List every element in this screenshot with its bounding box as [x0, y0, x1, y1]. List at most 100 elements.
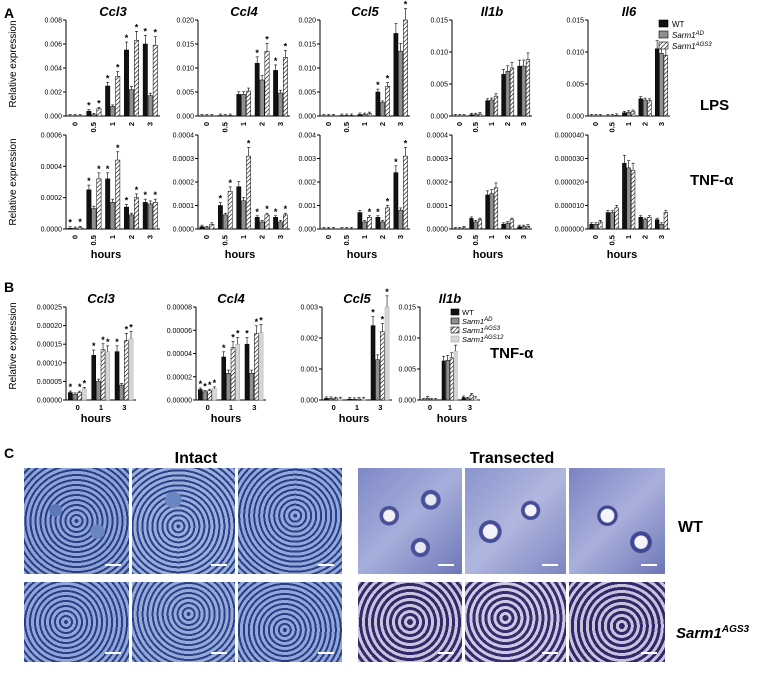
b-ccl5-ytick-label: 0.002: [300, 336, 318, 343]
micrograph-intact-wt-2: [132, 468, 235, 574]
a-tnf-il6-bar: [654, 219, 660, 230]
b-ccl3-significance-star: *: [69, 382, 73, 392]
a-lps-il6-xtick-label: 3: [657, 122, 666, 126]
a-lps-il1b-bar: [477, 113, 483, 117]
a-lps-il1b-ytick-label: 0.015: [430, 18, 448, 25]
a-tnf-ccl4-significance-star: *: [255, 207, 259, 217]
a-lps-il6-xtick-label: 0: [591, 122, 600, 126]
b-ccl3-bar: [82, 388, 87, 401]
y-axis-label-b: Relative expression: [8, 302, 19, 389]
a-tnf-il6-bar: [642, 219, 648, 230]
a-lps-ccl4-bar: [241, 94, 247, 117]
a-lps-ccl4-significance-star: *: [265, 34, 269, 44]
b-ccl4-bar: [207, 390, 212, 401]
hours-label-a4: hours: [473, 249, 504, 261]
hours-label-a1: hours: [91, 249, 122, 261]
b-ccl3-title: Ccl3: [87, 291, 115, 306]
a-lps-ccl3-ytick-label: 0.002: [44, 90, 62, 97]
b-ccl3-bar: [105, 351, 110, 401]
a-tnf-il6-bar: [647, 217, 652, 230]
a-lps-il1b-xtick-label: 2: [503, 122, 512, 126]
a-lps-ccl3-bar: [115, 76, 121, 117]
a-tnf-ccl3-significance-star: *: [106, 164, 110, 174]
a-tnf-ccl3-significance-star: *: [87, 176, 91, 186]
a-lps-ccl5-bar: [398, 50, 404, 117]
scale-bar: [542, 564, 558, 566]
a-lps-il1b-bar: [505, 70, 510, 117]
a-tnf-ccl5-xtick-label: 0: [324, 235, 333, 239]
condition-label-tnf-a: TNF-α: [690, 172, 734, 189]
b-ccl4-bar: [198, 389, 203, 401]
a-tnf-ccl4-xtick-label: 0: [202, 235, 211, 239]
b-ccl5-bar: [347, 398, 352, 401]
a-tnf-ccl4-ytick-label: 0.0000: [173, 227, 195, 234]
a-lps-ccl3-xtick-label: 0.5: [89, 122, 98, 132]
b-ccl5-significance-star: *: [371, 308, 375, 318]
b-ccl5-significance-star: *: [381, 315, 385, 325]
micrograph-intact-wt-3: [238, 468, 342, 574]
b-ccl5-bar: [380, 331, 385, 401]
a-lps-il6-bar: [642, 99, 648, 117]
a-lps-ccl3-significance-star: *: [135, 22, 139, 32]
a-tnf-il6-ytick-label: 0.000020: [555, 180, 584, 187]
a-tnf-ccl3-bar: [91, 208, 97, 230]
a-lps-ccl5-bar: [403, 19, 408, 117]
b-ccl4-bar: [230, 347, 236, 401]
a-lps-ccl3-significance-star: *: [97, 98, 101, 108]
scale-bar: [105, 652, 121, 654]
hours-label-b4: hours: [437, 413, 468, 425]
a-lps-ccl4-bar: [254, 62, 260, 117]
a-lps-ccl5-xtick-label: 0: [324, 122, 333, 126]
a-tnf-ccl3-bar: [147, 203, 153, 230]
a-tnf-il1b-bar: [485, 194, 490, 230]
a-lps-ccl5-bar: [393, 33, 399, 117]
a-lps-ccl3-bar: [105, 85, 111, 117]
a-lps-ccl4-bar: [273, 70, 278, 117]
a-tnf-il1b-xtick-label: 1: [487, 235, 496, 239]
a-lps-ccl5-bar: [380, 102, 386, 117]
b-ccl4-ytick-label: 0.00006: [167, 328, 192, 335]
a-tnf-ccl3-xtick-label: 2: [127, 235, 136, 239]
micrograph-transected-wt-1: [358, 468, 462, 574]
b-ccl4-bar: [249, 373, 254, 401]
a-tnf-ccl3-bar: [129, 214, 134, 230]
a-tnf-il1b-bar: [517, 226, 522, 230]
a-lps-ccl3-significance-star: *: [125, 33, 129, 43]
a-lps-ccl3-ytick-label: 0.008: [44, 18, 62, 25]
a-lps-ccl3-bar: [110, 106, 116, 117]
a-tnf-ccl4-significance-star: *: [265, 204, 269, 214]
a-tnf-il6-bar: [605, 212, 611, 230]
a-lps-ccl5-significance-star: *: [386, 74, 390, 84]
b-ccl3-ytick-label: 0.00020: [37, 323, 62, 330]
a-lps-ccl3-ytick-label: 0.006: [44, 42, 62, 49]
b-ccl4-bar: [235, 343, 240, 401]
a-tnf-ccl4-bar: [273, 217, 278, 230]
a-lps-il6-xtick-label: 2: [640, 122, 649, 126]
a-lps-il1b-xtick-label: 0.5: [471, 122, 480, 132]
a-tnf-ccl5-ytick-label: 0.001: [298, 203, 316, 210]
panel-label-c: C: [4, 445, 14, 461]
a-lps-il6-bar: [654, 48, 660, 117]
a-tnf-ccl3-significance-star: *: [135, 185, 139, 195]
a-tnf-il1b-bar: [525, 225, 531, 230]
a-tnf-ccl5-bar: [393, 172, 399, 230]
a-lps-il6-bar: [663, 54, 669, 117]
a-tnf-il6-bar: [663, 212, 669, 230]
b-ccl5-bar: [361, 398, 366, 401]
a-lps-il6-bar: [626, 111, 631, 117]
condition-label-lps: LPS: [700, 97, 729, 114]
a-tnf-il6-ytick-label: 0.000010: [555, 203, 584, 210]
a-tnf-ccl4-ytick-label: 0.0003: [173, 156, 195, 163]
a-tnf-ccl4-bar: [283, 214, 288, 230]
hours-label-b1: hours: [81, 413, 112, 425]
a-lps-ccl3-xtick-label: 2: [127, 122, 136, 126]
b-ccl3-significance-star: *: [106, 337, 110, 347]
hours-label-a2: hours: [225, 249, 256, 261]
a-tnf-ccl4-bar: [278, 221, 283, 230]
b-ccl5-bar: [333, 398, 338, 401]
b-il1b-xtick-label: 0: [428, 403, 432, 412]
b-il1b-bar: [441, 360, 446, 401]
a-lps-ccl3-bar: [147, 95, 153, 117]
a-tnf-ccl5-bar: [398, 209, 404, 230]
a-tnf-ccl5-significance-star: *: [376, 207, 380, 217]
